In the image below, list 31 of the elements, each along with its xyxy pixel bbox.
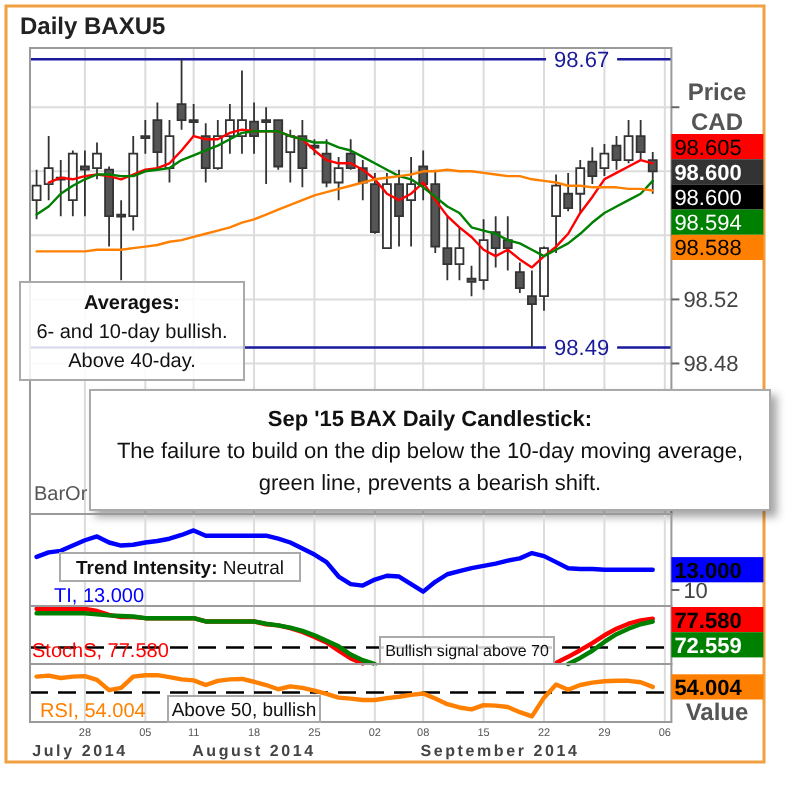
text: 72.559	[674, 634, 742, 659]
candlestick	[31, 168, 42, 221]
data-label: 98.594	[674, 212, 742, 237]
text: 98.600	[674, 161, 742, 186]
candlestick	[647, 151, 658, 195]
y-tick-label: 98.48	[683, 353, 739, 378]
data-label: 98.605	[674, 136, 742, 161]
ref-line-label: 98.67	[554, 49, 610, 74]
text: 54.004	[674, 676, 744, 701]
annotation: TI, 13.000	[54, 586, 145, 608]
text: 98.600	[674, 187, 742, 211]
y-axis-title: Price CAD	[687, 78, 747, 136]
text: 10	[683, 580, 708, 604]
y-tick-label: 98.52	[683, 289, 739, 314]
annotation: BarOr	[34, 484, 89, 506]
annotation: Sep '15 BAX Daily Candlestick: The failure to build on the dip below the 10-day moving average, green line, prevents a bearish shift.	[116, 407, 744, 496]
text: 77.580	[674, 609, 742, 634]
line-series	[35, 168, 654, 253]
y-axis-title: Value	[685, 698, 749, 726]
annotation: Bullish signal above 70	[385, 642, 550, 661]
candlestick	[514, 261, 525, 294]
annotation: Trend Intensity: Neutral	[76, 557, 284, 580]
data-label: 98.588	[674, 237, 742, 262]
text: August 2014	[192, 742, 316, 760]
ref-line-label: 98.49	[554, 337, 610, 362]
annotation: Averages: 6- and 10-day bullish. Above 40-day.	[36, 293, 228, 373]
chart-title: Daily BAXU5	[20, 12, 167, 40]
text: September 2014	[420, 742, 580, 760]
annotation: RSI, 54.004	[40, 701, 147, 723]
text: July 2014	[32, 742, 128, 760]
text: 13.000	[674, 559, 742, 584]
